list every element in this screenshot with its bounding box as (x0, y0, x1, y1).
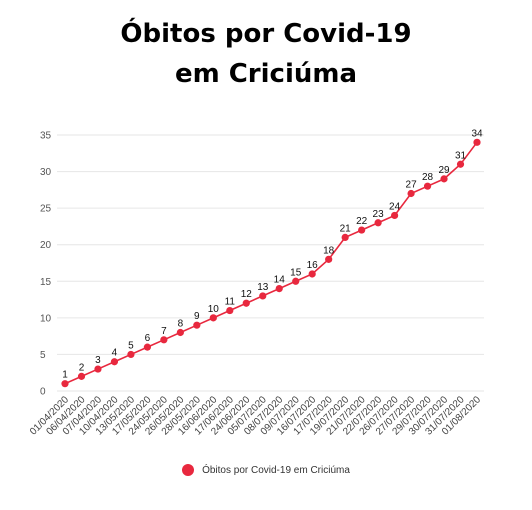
data-point[interactable] (143, 343, 151, 351)
data-point[interactable] (358, 226, 366, 234)
data-point[interactable] (341, 233, 349, 241)
data-point[interactable] (391, 211, 399, 220)
data-label: 12 (241, 289, 253, 300)
grid-lines (57, 134, 484, 392)
x-axis-ticks: 01/04/202006/04/202007/04/202010/04/2020… (28, 394, 483, 437)
legend-swatch-icon (182, 464, 195, 476)
data-label: 7 (161, 326, 167, 337)
data-label: 14 (274, 275, 286, 286)
data-point[interactable] (94, 365, 102, 373)
data-label: 21 (340, 223, 352, 234)
data-point[interactable] (110, 358, 119, 366)
data-label: 28 (422, 172, 434, 183)
data-point[interactable] (423, 182, 432, 190)
data-label: 27 (406, 180, 418, 191)
legend[interactable]: Óbitos por Covid-19 em Criciúma (0, 460, 532, 480)
data-label: 31 (455, 150, 467, 161)
series-points (61, 138, 481, 388)
data-label: 15 (290, 267, 302, 278)
y-tick-label: 15 (40, 277, 52, 288)
data-label: 18 (323, 245, 335, 256)
y-tick-label: 5 (40, 350, 46, 361)
y-tick-label: 20 (40, 240, 52, 251)
y-tick-label: 0 (40, 387, 46, 398)
y-axis-ticks: 0 5 10 15 20 25 30 35 (40, 131, 52, 398)
data-point[interactable] (77, 372, 86, 380)
y-tick-label: 25 (40, 204, 52, 215)
data-label: 16 (307, 260, 319, 271)
data-label: 5 (128, 340, 134, 351)
data-point[interactable] (127, 350, 135, 359)
data-label: 11 (225, 297, 236, 308)
data-point[interactable] (374, 219, 382, 227)
data-point[interactable] (473, 138, 481, 146)
data-point[interactable] (176, 328, 184, 337)
data-label: 34 (471, 128, 483, 139)
data-point[interactable] (226, 306, 234, 315)
data-point[interactable] (259, 292, 267, 300)
y-tick-label: 30 (40, 167, 52, 178)
data-label: 2 (79, 362, 85, 373)
data-point[interactable] (193, 321, 201, 329)
data-labels: 1234567891011121314151618212223242728293… (62, 128, 483, 380)
chart-title: Óbitos por Covid-19 em Criciúma (0, 14, 532, 94)
data-point[interactable] (407, 189, 415, 198)
data-point[interactable] (209, 314, 217, 322)
data-point[interactable] (325, 255, 333, 263)
data-label: 6 (145, 333, 151, 344)
data-point[interactable] (308, 270, 316, 278)
data-point[interactable] (242, 299, 250, 307)
data-point[interactable] (456, 160, 465, 168)
data-point[interactable] (61, 380, 69, 388)
data-label: 9 (194, 311, 200, 322)
data-label: 4 (112, 348, 118, 359)
data-label: 3 (95, 355, 101, 366)
data-label: 10 (208, 304, 220, 315)
chart-title-line-1: Óbitos por Covid-19 (120, 19, 412, 49)
data-point[interactable] (440, 175, 448, 183)
data-label: 22 (356, 216, 368, 227)
data-point[interactable] (160, 336, 168, 344)
data-label: 8 (178, 318, 184, 329)
data-label: 13 (257, 282, 269, 293)
data-label: 29 (438, 165, 450, 176)
data-point[interactable] (275, 285, 283, 293)
chart-title-line-2: em Criciúma (174, 59, 358, 89)
data-label: 23 (373, 209, 385, 220)
y-tick-label: 10 (40, 313, 52, 324)
legend-label: Óbitos por Covid-19 em Criciúma (202, 464, 350, 476)
data-label: 1 (62, 370, 68, 381)
data-label: 24 (389, 201, 401, 212)
data-point[interactable] (292, 277, 300, 285)
y-tick-label: 35 (40, 131, 52, 142)
